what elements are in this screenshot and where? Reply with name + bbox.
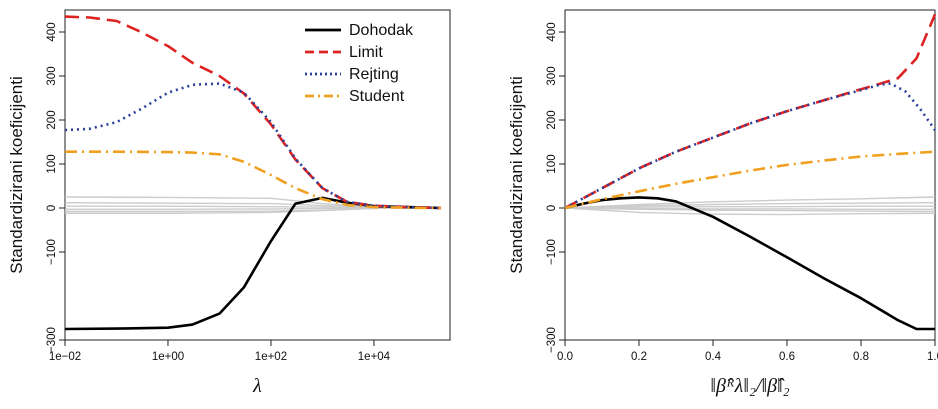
y-tick-label: 100 — [46, 154, 58, 173]
plot-frame — [64, 9, 451, 341]
y-tick-label: −300 — [46, 327, 58, 353]
legend-label-dohodak: Dohodak — [349, 22, 414, 39]
x-tick-label: 1e−02 — [49, 351, 81, 363]
series-line-rejting — [64, 82, 441, 210]
y-axis-title: Standardizirani koeficijenti — [7, 76, 26, 274]
series-line-gray-7 — [564, 207, 935, 211]
y-tick-label: 100 — [546, 154, 558, 173]
series-line-gray-4 — [564, 196, 936, 209]
x-axis-title: λ — [252, 375, 262, 397]
x-tick-label: 0.4 — [705, 351, 722, 363]
legend-label-student: Student — [349, 88, 405, 105]
y-tick-label: 200 — [46, 110, 58, 129]
chart-panel-lambda: 1e−02 1e+00 1e+02 1e+04 −300 −100 0 100 200 300 40… — [7, 9, 451, 397]
x-tick-label: 1e+02 — [255, 351, 287, 363]
y-tick-label: −100 — [46, 239, 58, 265]
x-tick-label: 1.0 — [927, 351, 938, 363]
y-tick-label: 0 — [46, 205, 58, 211]
series-line-gray-6 — [564, 205, 935, 209]
series-line-dohodak — [564, 196, 935, 331]
series-line-dohodak — [64, 196, 441, 331]
series-line-student — [564, 150, 936, 210]
y-tick-label: 300 — [46, 66, 58, 85]
series-line-rejting — [564, 82, 937, 210]
series-line-gray-8 — [564, 207, 936, 213]
series-line-gray-9 — [564, 207, 936, 216]
series-line-limit — [564, 13, 937, 210]
x-tick-label: 0.8 — [853, 351, 869, 363]
x-tick-label: 1e+00 — [152, 351, 184, 363]
y-tick-label: 200 — [546, 110, 558, 129]
legend-label-limit: Limit — [349, 44, 383, 61]
y-tick-label: 400 — [546, 22, 558, 41]
y-tick-label: 300 — [546, 66, 558, 85]
x-axis-title: ‖β̂ᴿλ‖₂/‖β̂‖₂ — [710, 375, 789, 397]
plot-frame — [564, 9, 936, 341]
y-tick-label: −100 — [546, 239, 558, 265]
y-tick-label: −300 — [546, 327, 558, 353]
x-tick-label: 0.0 — [557, 351, 573, 363]
y-tick-label: 400 — [46, 22, 58, 41]
x-tick-label: 1e+04 — [358, 351, 391, 363]
chart-panel-norm-ratio: 0.0 0.2 0.4 0.6 0.8 1.0 −300 −100 0 100 200 300 400 S… — [507, 9, 938, 397]
x-tick-label: 0.2 — [631, 351, 647, 363]
series-line-gray-5 — [564, 202, 936, 209]
y-axis-title: Standardizirani koeficijenti — [507, 76, 526, 274]
legend-label-rejting: Rejting — [349, 66, 399, 83]
series-line-limit — [64, 15, 441, 210]
y-tick-label: 0 — [546, 205, 558, 211]
series-line-student — [65, 150, 441, 210]
x-tick-label: 0.6 — [779, 351, 795, 363]
